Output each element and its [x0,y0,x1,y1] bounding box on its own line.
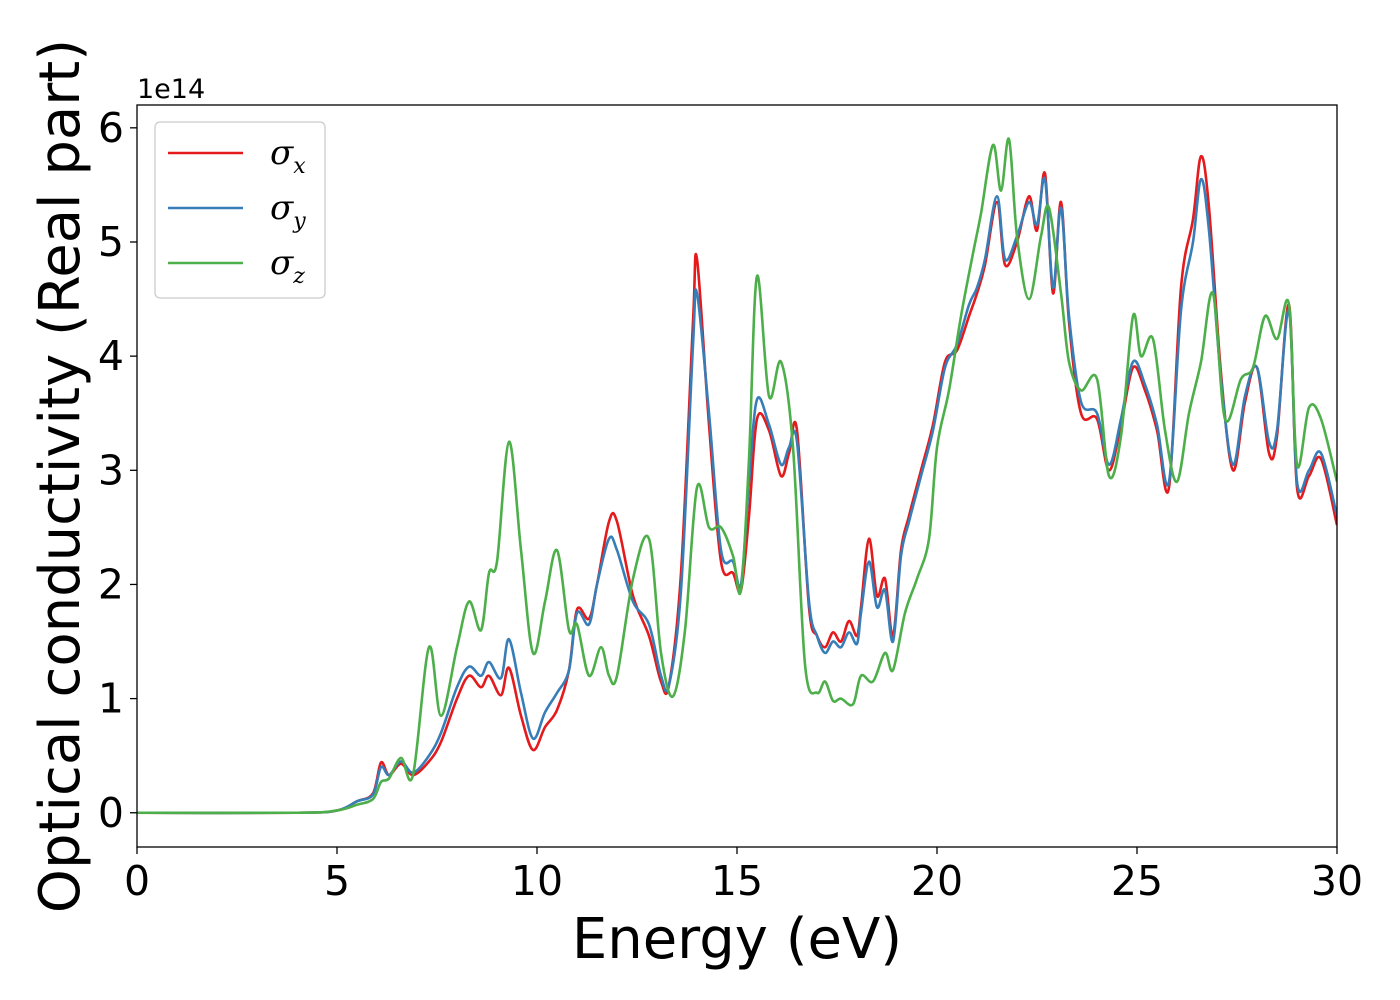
x-tick-label: 20 [911,857,963,905]
legend-label-y: σy [270,188,306,234]
legend-label-x: σx [270,133,306,179]
y-tick-label: 3 [98,446,124,494]
x-tick-label: 25 [1111,857,1163,905]
y-axis-title: Optical conductivity (Real part) [28,39,93,913]
y-tick-label: 1 [98,675,124,723]
y-tick-label: 6 [98,104,124,152]
y-tick-label: 2 [98,560,124,608]
x-tick-label: 0 [124,857,150,905]
y-tick-label: 0 [98,789,124,837]
series-line-z [137,137,1337,815]
x-tick-label: 10 [511,857,563,905]
x-tick-label: 30 [1311,857,1363,905]
y-axis-ticks: 0 1 2 3 4 5 6 [98,104,137,837]
legend-label-z: σz [270,243,305,289]
plot-lines [137,137,1337,815]
series-line-y [137,176,1337,815]
y-tick-label: 4 [98,332,124,380]
legend: σx σy σz [154,121,326,299]
x-axis-ticks: 0 5 10 15 20 25 30 [124,847,1363,905]
y-tick-label: 5 [98,218,124,266]
x-axis-title: Energy (eV) [572,907,902,972]
legend-box [154,121,326,299]
x-tick-label: 5 [324,857,350,905]
x-tick-label: 15 [711,857,763,905]
y-axis-offset-label: 1e14 [137,74,205,105]
